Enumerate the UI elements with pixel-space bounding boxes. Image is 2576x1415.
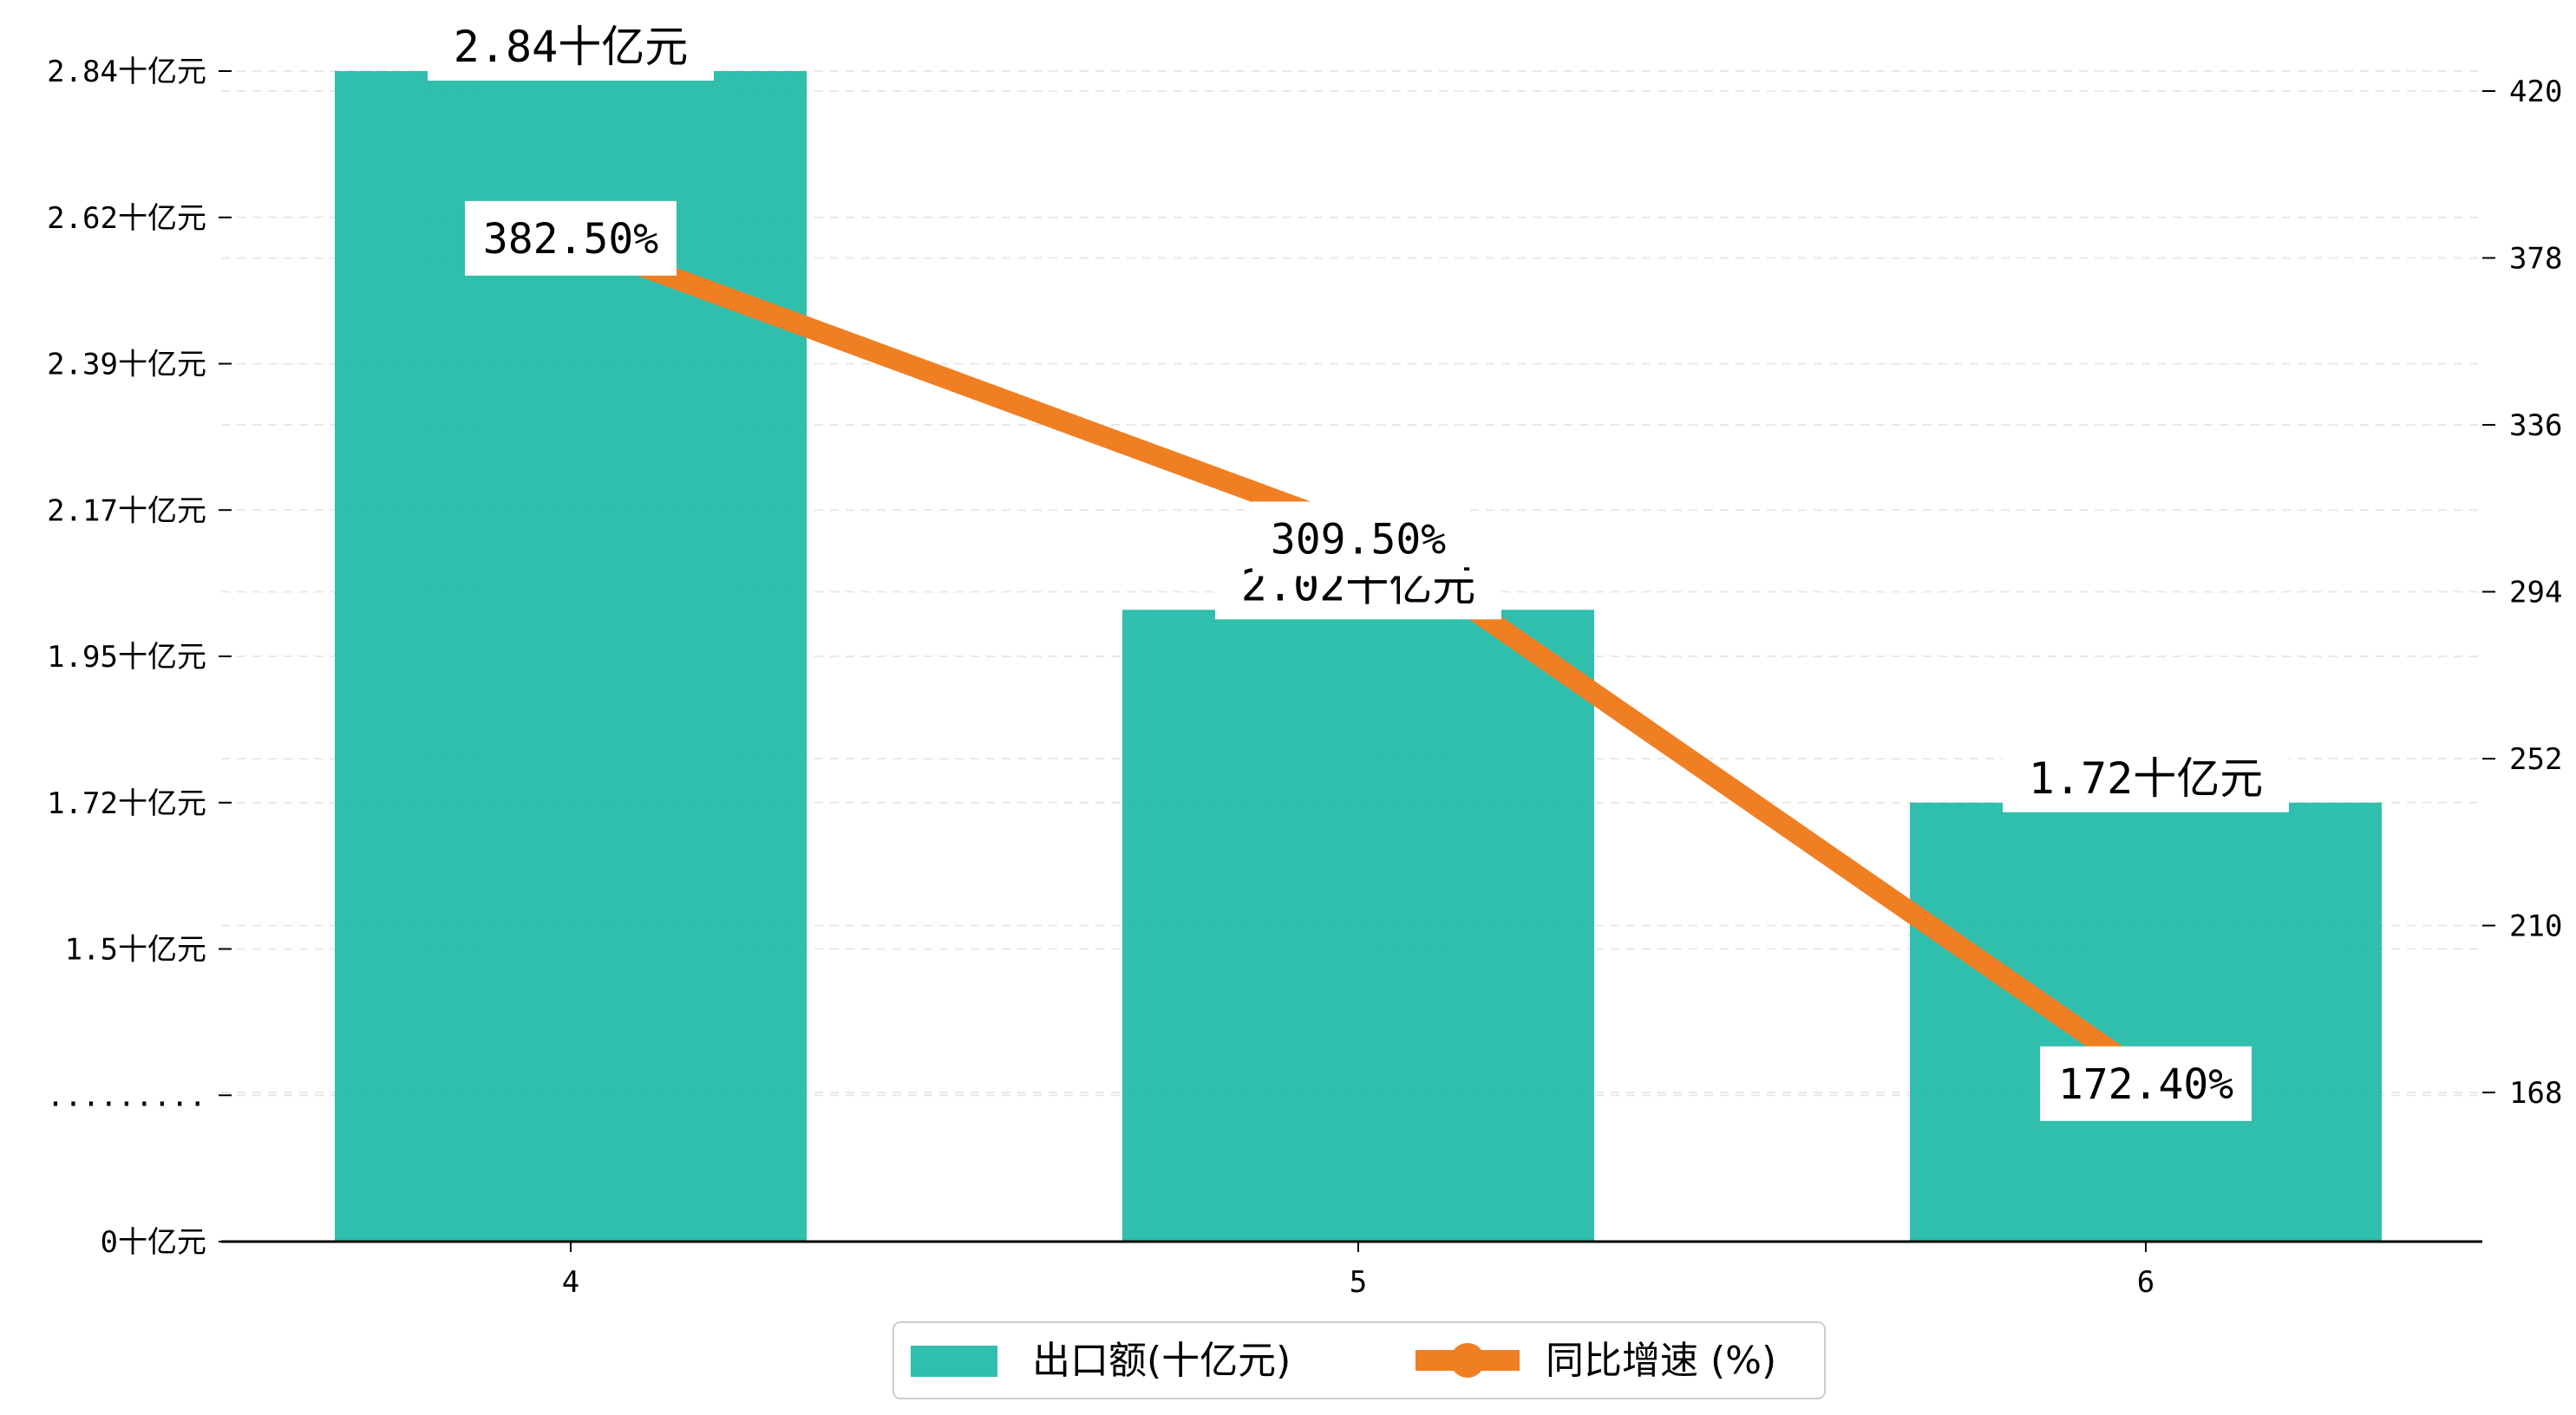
growth-label-5: 309.50% bbox=[1252, 501, 1464, 577]
x-tick-label: 5 bbox=[1350, 1265, 1367, 1300]
right-tick-label: 252 bbox=[2509, 742, 2562, 777]
left-tick-label: 2.62十亿元 bbox=[47, 201, 206, 236]
right-tick-label: 210 bbox=[2509, 910, 2562, 944]
left-tick-label: ......... bbox=[47, 1079, 206, 1113]
left-tick-label: 1.72十亿元 bbox=[47, 786, 206, 821]
left-tick-label: 1.5十亿元 bbox=[65, 933, 206, 968]
right-tick-label: 378 bbox=[2509, 242, 2562, 277]
bar-label-4: 2.84十亿元 bbox=[428, 13, 714, 81]
legend-box bbox=[892, 1321, 1826, 1399]
left-tick-label: 2.84十亿元 bbox=[47, 55, 206, 89]
svg-text:309.50%: 309.50% bbox=[1271, 515, 1446, 564]
bar-label-6: 1.72十亿元 bbox=[2003, 744, 2289, 812]
axes: 0十亿元......... 1.5十亿元 1.72十亿元 1.95十亿元 2.17十亿元… bbox=[47, 55, 2563, 1300]
x-tick-label: 6 bbox=[2137, 1265, 2154, 1300]
svg-text:382.50%: 382.50% bbox=[483, 215, 658, 264]
left-tick-label: 2.39十亿元 bbox=[47, 348, 206, 382]
svg-text:2.84十亿元: 2.84十亿元 bbox=[454, 22, 688, 72]
legend-marker-line bbox=[1450, 1343, 1485, 1378]
svg-text:1.72十亿元: 1.72十亿元 bbox=[2029, 753, 2263, 804]
left-tick-label: 0十亿元 bbox=[101, 1225, 206, 1260]
svg-text:172.40%: 172.40% bbox=[2058, 1060, 2233, 1109]
x-tick-label: 4 bbox=[562, 1265, 579, 1300]
left-tick-label: 2.17十亿元 bbox=[47, 493, 206, 528]
legend-label-bar: 出口额(十亿元) bbox=[1032, 1339, 1291, 1383]
bar-6 bbox=[1910, 802, 2382, 1242]
legend: 出口额(十亿元) 同比增速 (%) bbox=[892, 1321, 1826, 1399]
bar-5 bbox=[1122, 610, 1594, 1242]
legend-label-line: 同比增速 (%) bbox=[1546, 1339, 1776, 1383]
legend-swatch-bar bbox=[911, 1346, 997, 1377]
right-tick-label: 420 bbox=[2509, 75, 2562, 109]
data-labels: 2.84十亿元2.02十亿元1.72十亿元382.50%309.50%172.4… bbox=[428, 13, 2289, 1121]
growth-label-4: 382.50% bbox=[465, 200, 677, 276]
right-tick-label: 294 bbox=[2509, 576, 2562, 610]
right-tick-label: 336 bbox=[2509, 408, 2562, 443]
growth-label-6: 172.40% bbox=[2040, 1046, 2252, 1121]
right-tick-label: 168 bbox=[2509, 1076, 2562, 1111]
left-tick-label: 1.95十亿元 bbox=[47, 640, 206, 675]
